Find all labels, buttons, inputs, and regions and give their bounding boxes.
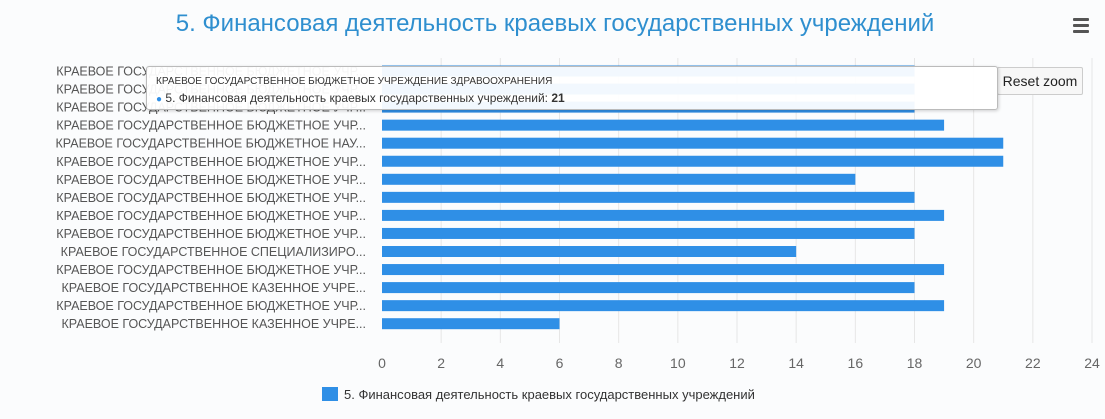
category-label: КРАЕВОЕ ГОСУДАРСТВЕННОЕ БЮДЖЕТНОЕ УЧР... [56,155,366,169]
bar[interactable] [382,300,945,312]
x-tick-label: 20 [966,355,982,371]
reset-zoom-button[interactable]: Reset zoom [997,67,1083,95]
x-tick-label: 24 [1084,355,1100,371]
category-label: КРАЕВОЕ ГОСУДАРСТВЕННОЕ БЮДЖЕТНОЕ УЧР... [56,191,366,205]
x-tick-label: 8 [615,355,623,371]
category-label: КРАЕВОЕ ГОСУДАРСТВЕННОЕ СПЕЦИАЛИЗИРО... [61,245,366,259]
x-tick-label: 0 [378,355,386,371]
category-label: КРАЕВОЕ ГОСУДАРСТВЕННОЕ БЮДЖЕТНОЕ УЧР... [56,119,366,133]
x-tick-label: 22 [1025,355,1041,371]
legend-label: 5. Финансовая деятельность краевых госуд… [344,387,755,402]
bar[interactable] [382,155,1004,167]
legend-item[interactable]: 5. Финансовая деятельность краевых госуд… [322,387,755,405]
tooltip-header: КРАЕВОЕ ГОСУДАРСТВЕННОЕ БЮДЖЕТНОЕ УЧРЕЖД… [156,76,553,87]
chart-title: 5. Финансовая деятельность краевых госуд… [175,10,935,37]
x-tick-label: 18 [907,355,923,371]
bar[interactable] [382,209,945,221]
tooltip-line: ● 5. Финансовая деятельность краевых гос… [156,91,565,105]
x-tick-label: 12 [729,355,745,371]
bar[interactable] [382,191,915,203]
tooltip-series-dot-icon: ● [156,94,163,105]
bar[interactable] [382,173,856,185]
bar[interactable] [382,282,915,294]
bar[interactable] [382,318,560,330]
category-label: КРАЕВОЕ ГОСУДАРСТВЕННОЕ БЮДЖЕТНОЕ УЧР... [56,299,366,313]
legend-swatch [322,387,338,401]
category-label: КРАЕВОЕ ГОСУДАРСТВЕННОЕ БЮДЖЕТНОЕ НАУ... [55,137,366,151]
tooltip: КРАЕВОЕ ГОСУДАРСТВЕННОЕ БЮДЖЕТНОЕ УЧРЕЖД… [146,66,998,110]
bar[interactable] [382,264,945,276]
tooltip-series-label: 5. Финансовая деятельность краевых госуд… [165,91,552,105]
category-label: КРАЕВОЕ ГОСУДАРСТВЕННОЕ БЮДЖЕТНОЕ УЧР... [56,263,366,277]
category-label: КРАЕВОЕ ГОСУДАРСТВЕННОЕ КАЗЕННОЕ УЧРЕ... [61,281,366,295]
x-tick-label: 14 [788,355,804,371]
bar[interactable] [382,119,945,131]
x-tick-label: 16 [848,355,864,371]
x-tick-label: 10 [670,355,686,371]
bar[interactable] [382,227,915,239]
category-label: КРАЕВОЕ ГОСУДАРСТВЕННОЕ БЮДЖЕТНОЕ УЧР... [56,173,366,187]
category-label: КРАЕВОЕ ГОСУДАРСТВЕННОЕ БЮДЖЕТНОЕ УЧР... [56,209,366,223]
x-tick-label: 4 [496,355,504,371]
category-label: КРАЕВОЕ ГОСУДАРСТВЕННОЕ КАЗЕННОЕ УЧРЕ... [61,317,366,331]
x-tick-label: 6 [556,355,564,371]
x-axis-ticks: 0 2 4 6 8 10 12 14 16 18 20 22 24 [378,355,1100,371]
bar[interactable] [382,137,1004,149]
x-tick-label: 2 [437,355,445,371]
tooltip-value: 21 [551,91,565,105]
hamburger-menu-icon[interactable] [1070,14,1092,36]
bar[interactable] [382,246,797,257]
category-label: КРАЕВОЕ ГОСУДАРСТВЕННОЕ БЮДЖЕТНОЕ УЧР... [56,227,366,241]
